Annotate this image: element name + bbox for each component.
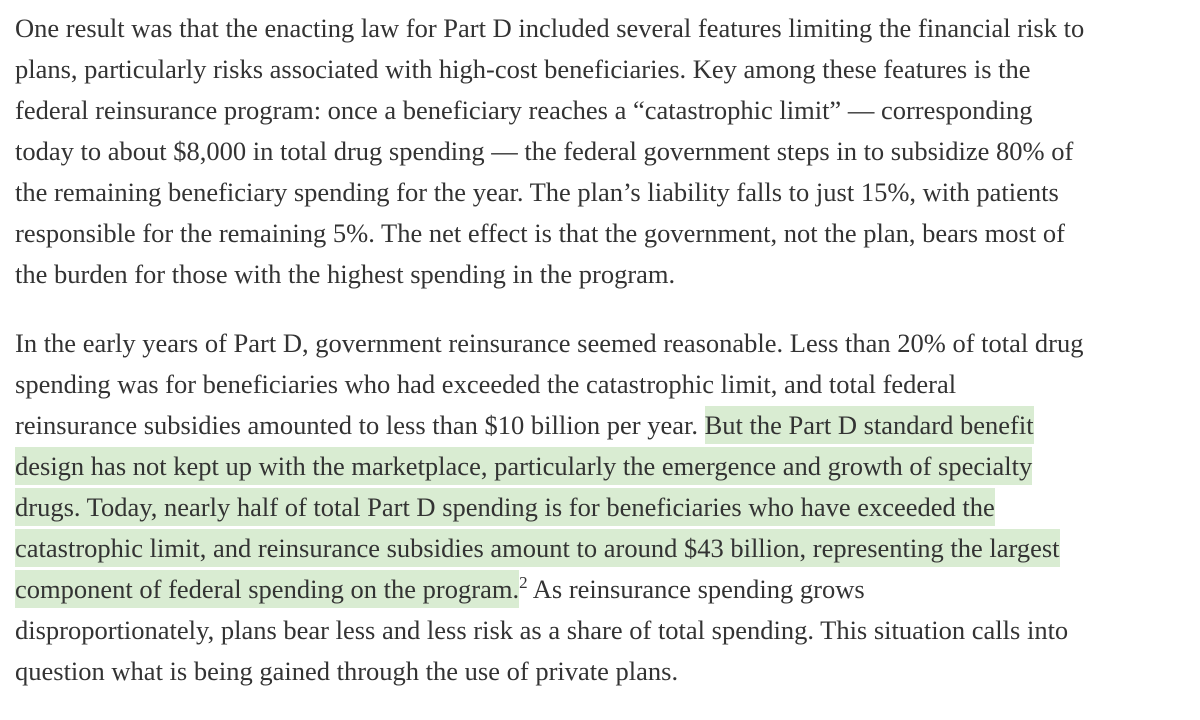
highlighted-text: But the Part D standard benefit <box>704 406 1034 444</box>
text-line: drugs. Today, nearly half of total Part … <box>15 487 1190 528</box>
text-line: component of federal spending on the pro… <box>15 569 1190 610</box>
text-line: question what is being gained through th… <box>15 656 679 686</box>
text-line: catastrophic limit, and reinsurance subs… <box>15 528 1190 569</box>
paragraph-2: In the early years of Part D, government… <box>15 323 1190 692</box>
highlighted-text: component of federal spending on the pro… <box>15 570 520 608</box>
text-line: the remaining beneficiary spending for t… <box>15 177 1059 207</box>
text-line: spending was for beneficiaries who had e… <box>15 369 957 399</box>
paragraph-1: One result was that the enacting law for… <box>15 8 1190 295</box>
text-line: One result was that the enacting law for… <box>15 13 1085 43</box>
plain-text: As reinsurance spending grows <box>527 574 865 604</box>
text-line: In the early years of Part D, government… <box>15 328 1084 358</box>
highlighted-text: drugs. Today, nearly half of total Part … <box>15 488 995 526</box>
text-line: the burden for those with the highest sp… <box>15 259 676 289</box>
text-line: responsible for the remaining 5%. The ne… <box>15 218 1065 248</box>
highlighted-text: catastrophic limit, and reinsurance subs… <box>15 529 1060 567</box>
text-line: reinsurance subsidies amounted to less t… <box>15 405 1190 446</box>
footnote-link[interactable]: 2 <box>519 573 528 592</box>
text-line: today to about $8,000 in total drug spen… <box>15 136 1074 166</box>
plain-text: reinsurance subsidies amounted to less t… <box>15 410 705 440</box>
highlighted-text: design has not kept up with the marketpl… <box>15 447 1033 485</box>
text-line: plans, particularly risks associated wit… <box>15 54 1031 84</box>
text-line: disproportionately, plans bear less and … <box>15 615 1069 645</box>
text-line: federal reinsurance program: once a bene… <box>15 95 1033 125</box>
text-line: design has not kept up with the marketpl… <box>15 446 1190 487</box>
